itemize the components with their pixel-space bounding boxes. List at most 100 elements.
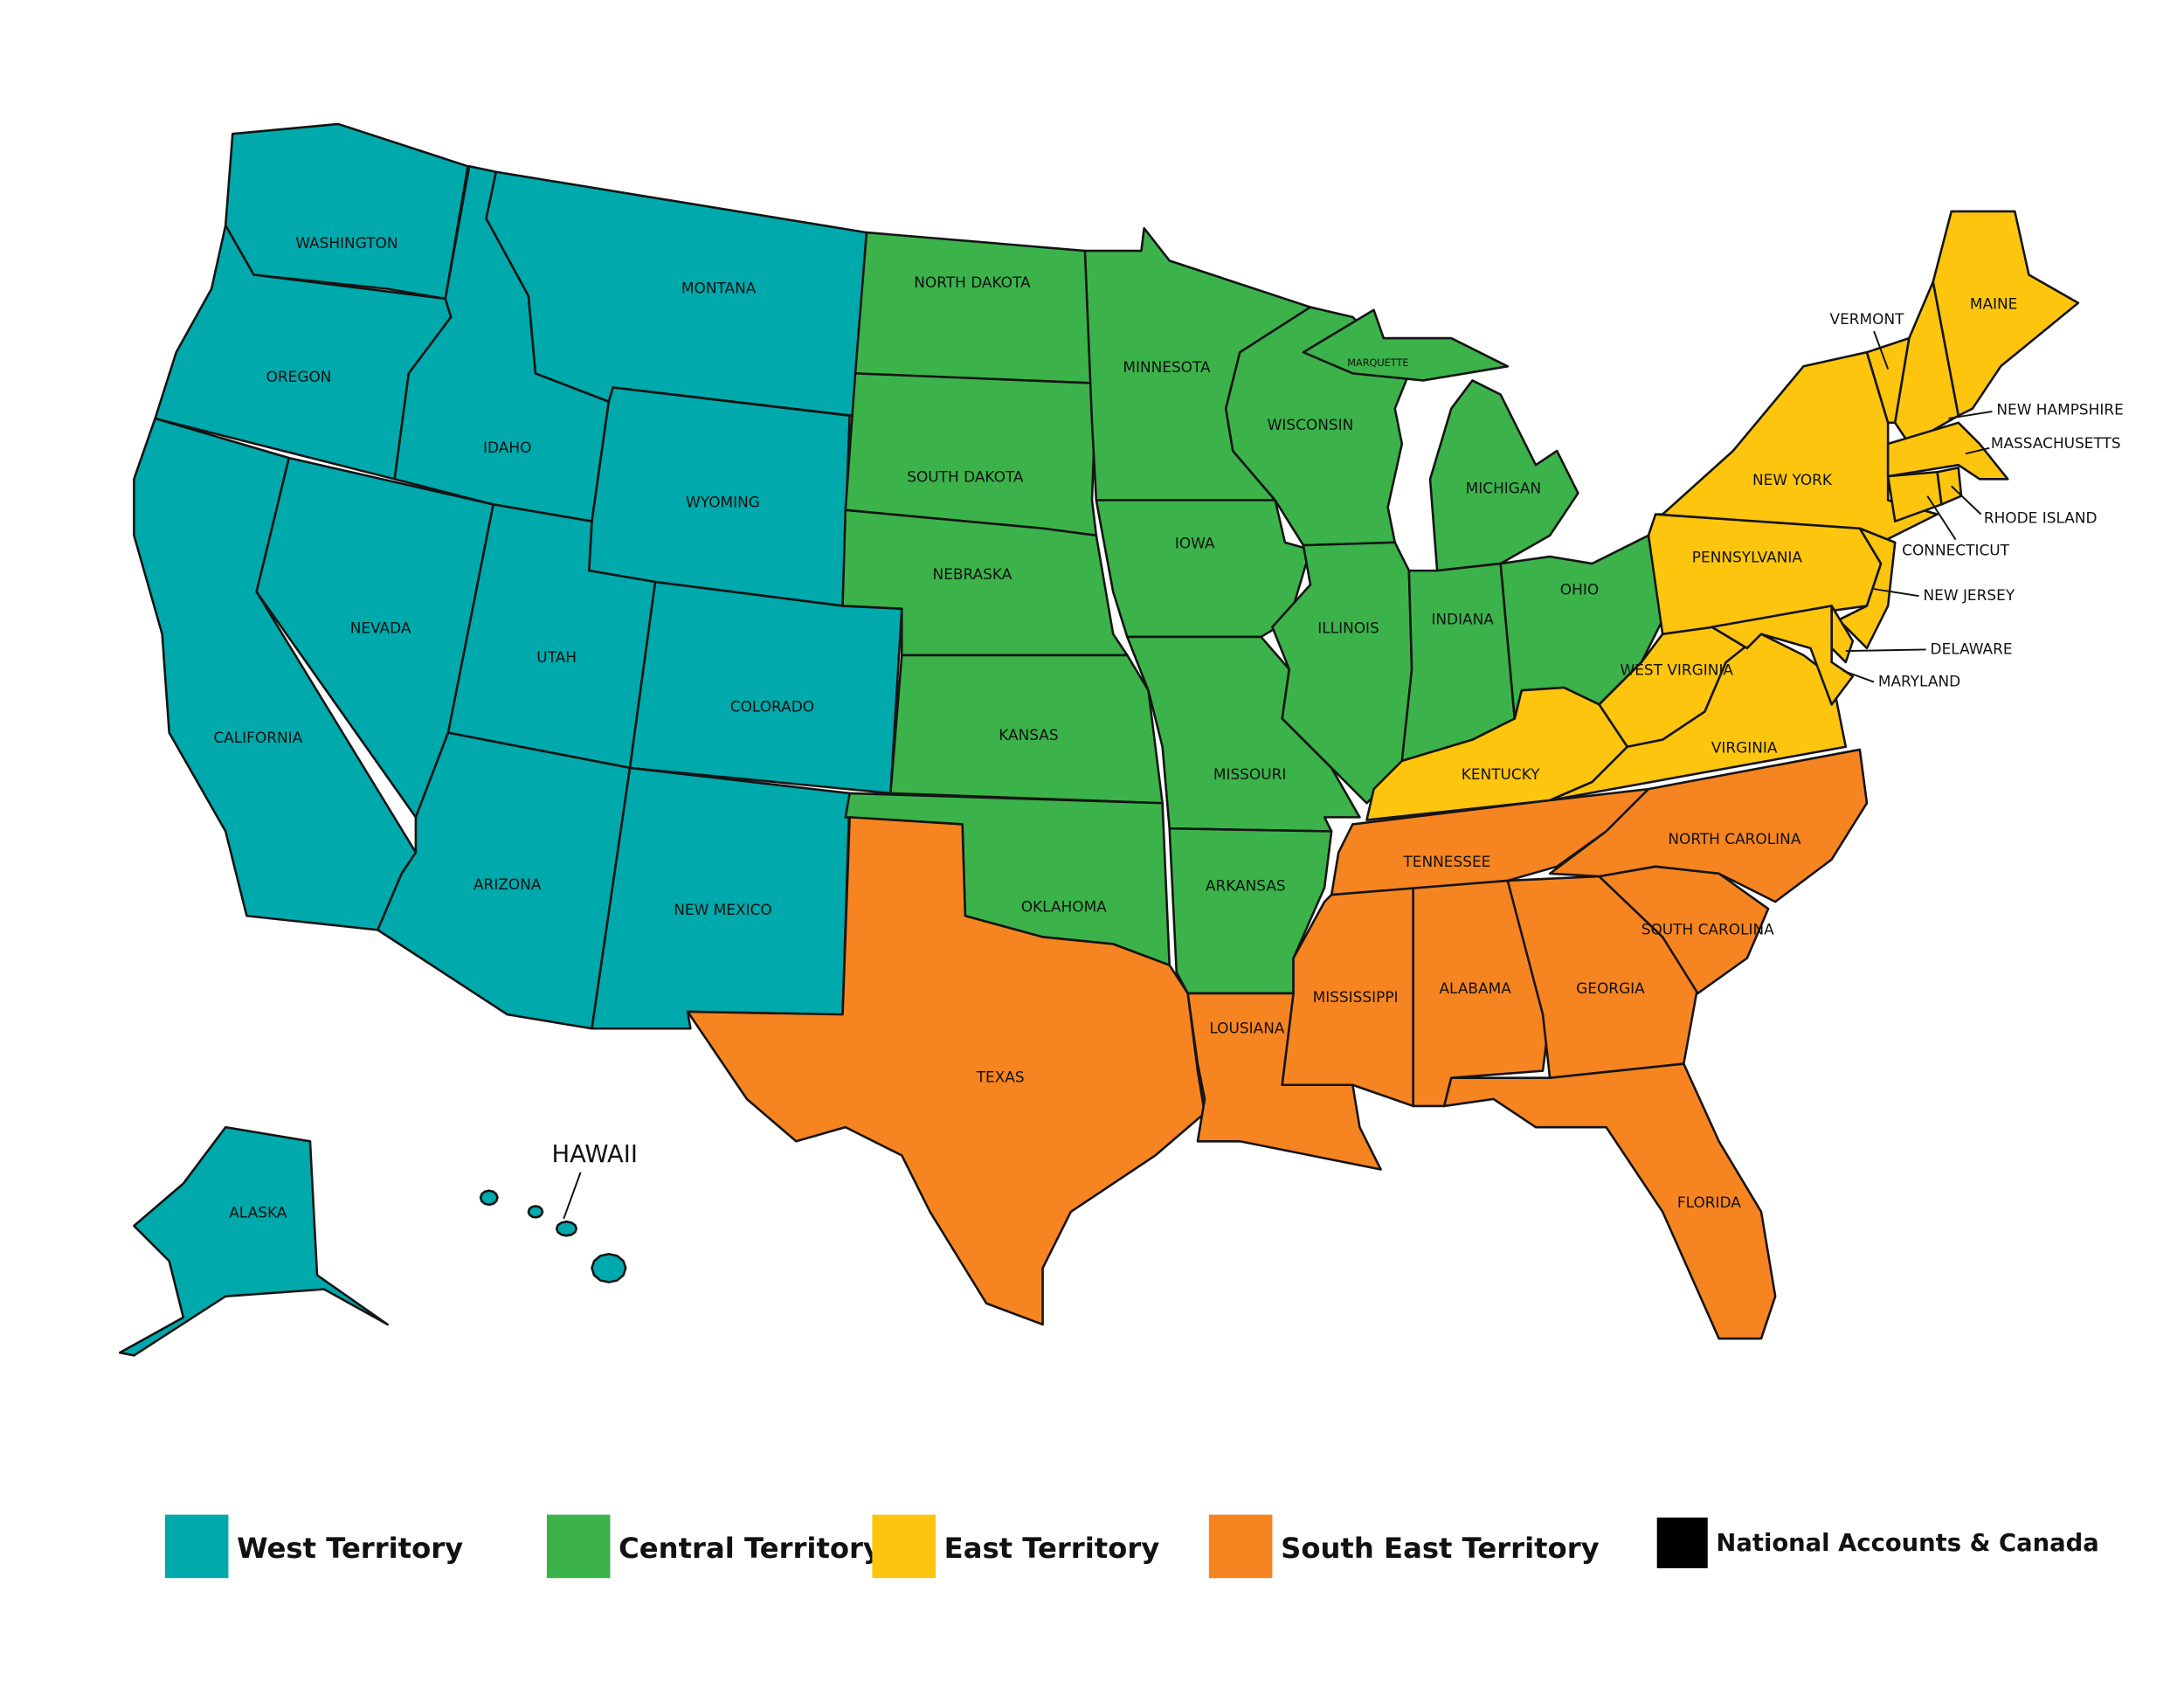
state-label: SOUTH DAKOTA [907,468,1024,486]
legend-label: Central Territory [619,1532,881,1565]
city-label: MARQUETTE [1347,357,1408,369]
state-shape [1126,635,1361,833]
legend-swatch [1208,1514,1273,1579]
state-label: ILLINOIS [1317,619,1379,636]
state [1330,787,1650,896]
leader-line [1845,648,1926,653]
state-shape [118,1125,389,1357]
state [1126,635,1361,833]
state-label: OHIO [1560,581,1599,598]
state [1654,350,1939,544]
state-label: INDIANA [1431,611,1494,628]
state-label: WISCONSIN [1268,416,1354,433]
state [1302,308,1579,572]
state-label: MISSOURI [1213,765,1287,783]
state-shape [1302,308,1510,382]
state-label: NEW YORK [1752,471,1833,488]
legend-swatch [164,1514,229,1579]
state [889,654,1164,805]
state-label: CONNECTICUT [1902,542,2009,559]
state [1837,527,1897,650]
state-label: TENNESSEE [1402,853,1490,870]
state-label: KENTUCKY [1462,765,1540,783]
state [854,231,1098,384]
state-shape [591,766,851,1030]
state-label: RHODE ISLAND [1984,508,2098,526]
state-label: OREGON [266,368,332,385]
state-label: MARYLAND [1878,673,1960,690]
state-label: FLORIDA [1677,1193,1741,1211]
leader-line [1965,446,1990,455]
state-label: MONTANA [681,280,757,297]
state-shape [628,580,903,795]
state-label: GEORGIA [1576,979,1645,997]
state-label: NEVADA [350,619,411,636]
legend-label: South East Territory [1281,1532,1600,1565]
state-label: COLORADO [730,698,814,716]
state-label: LOUSIANA [1209,1019,1284,1036]
state-label: VERMONT [1830,310,1905,328]
state [1598,865,1770,995]
state-label: IOWA [1175,534,1215,551]
state-label: DELAWARE [1931,640,2013,657]
state [1932,210,2080,418]
state-shape [555,1220,578,1237]
state-shape [889,654,1164,805]
state [1711,605,1855,706]
states [118,122,2080,1357]
state-shape [1442,1062,1777,1340]
legend-label: East Territory [944,1532,1160,1565]
state-label: OKLAHOMA [1021,898,1107,916]
legend-swatch [872,1514,936,1579]
state-label: ARIZONA [473,875,542,893]
state-label: KANSAS [999,726,1058,744]
state [844,372,1098,537]
state-shape [1711,605,1855,706]
state [628,580,903,795]
state-label: NEW HAMPSHIRE [1996,400,2123,418]
state [591,766,851,1030]
state-shape [479,1189,499,1207]
leader-line [1926,495,1957,541]
state [118,1125,389,1357]
state-label: MINNESOTA [1123,358,1211,376]
state-label: NEW MEXICO [674,901,771,918]
state [1271,541,1413,805]
state-label: TEXAS [976,1069,1025,1086]
legend-swatch [546,1514,611,1579]
state-label: ALASKA [229,1204,287,1221]
leader-line [1842,669,1875,683]
state-label: NEW JERSEY [1923,586,2015,604]
state-shape [1330,787,1650,896]
state-shape [1837,527,1897,650]
state-shape [854,231,1098,384]
state-label: WYOMING [686,494,760,511]
leader-line [1948,410,1993,419]
state-labels: WASHINGTON OREGON CALIFORNIA NEVADA IDAHO MON… [213,234,2123,1221]
leader-line [1873,330,1890,370]
state-shape [1654,350,1939,544]
state [1442,1062,1777,1340]
legend: West Territory Central Territory East Terr… [164,1514,2099,1579]
state-shape [1932,210,2080,418]
state [1095,499,1312,639]
state-label: CALIFORNIA [213,729,302,746]
state-label: WASHINGTON [295,234,397,252]
state-shape [1271,541,1413,805]
state [479,1189,627,1283]
state-shape [1095,499,1312,639]
state-shape [591,1253,627,1283]
state-label: NORTH CAROLINA [1668,830,1800,847]
state-label: ARKANSAS [1206,876,1286,894]
state-shape [686,816,1206,1326]
state-label: MICHIGAN [1466,480,1541,497]
state-label: PENNSYLVANIA [1692,549,1803,566]
state-label: IDAHO [483,439,531,456]
legend-swatch [1656,1517,1708,1568]
state-shape [844,372,1098,537]
state-label: VIRGINIA [1711,738,1778,756]
state-label: WEST VIRGINIA [1620,661,1733,679]
state-label: NORTH DAKOTA [914,273,1031,291]
state-label: MAINE [1970,294,2018,312]
